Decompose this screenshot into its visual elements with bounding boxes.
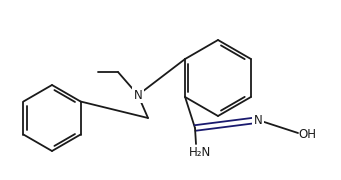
Text: OH: OH [298,127,316,141]
Text: H₂N: H₂N [189,145,211,159]
Text: N: N [254,114,262,127]
Text: N: N [134,89,143,102]
